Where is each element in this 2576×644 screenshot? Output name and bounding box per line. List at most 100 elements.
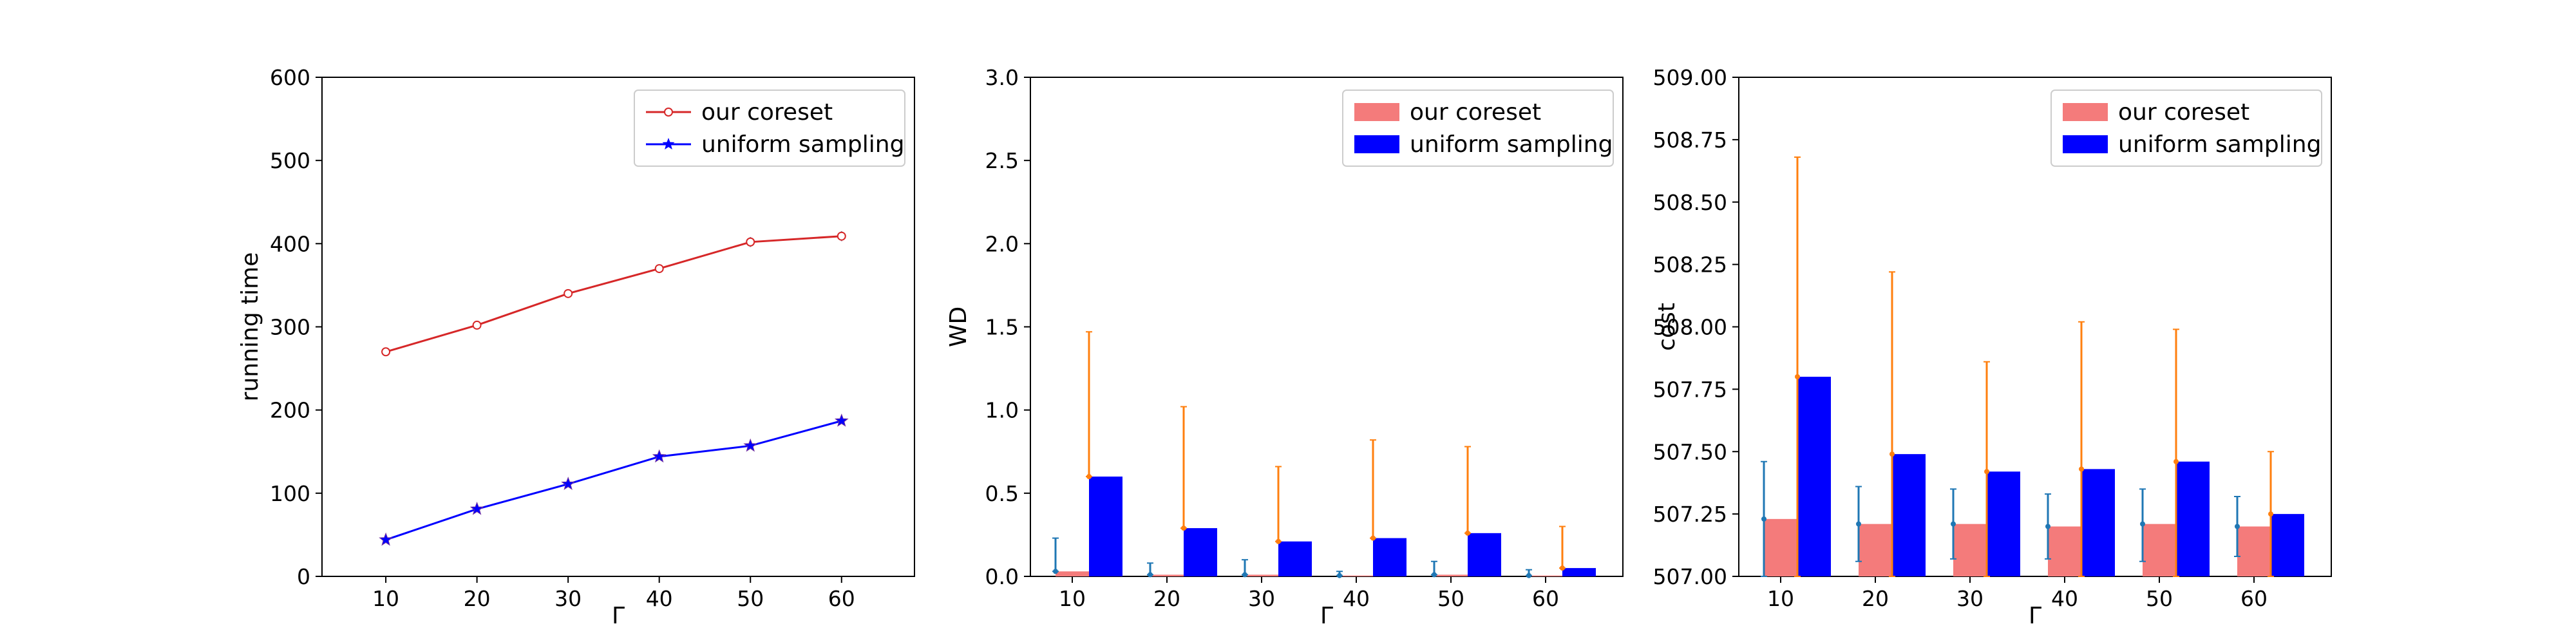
uniform-bar	[1373, 538, 1406, 576]
x-tick-label: 40	[2051, 586, 2078, 611]
mean-point	[2140, 521, 2145, 527]
mean-point	[1086, 474, 1092, 479]
uniform-bar	[1468, 533, 1501, 576]
coreset-point	[564, 289, 573, 298]
uniform-bar	[1562, 568, 1596, 576]
coreset-bar	[1953, 524, 1987, 576]
y-tick-label: 507.50	[1653, 439, 1727, 464]
x-axis-title: Γ	[612, 603, 625, 629]
legend-swatch-coreset	[2063, 103, 2108, 121]
y-tick-label: 508.75	[1653, 128, 1727, 153]
y-tick-label: 508.00	[1653, 315, 1727, 340]
legend: our coreset uniform sampling	[1342, 90, 1614, 167]
x-tick-label: 20	[1153, 586, 1180, 611]
coreset-bar	[1056, 571, 1089, 576]
mean-point	[2268, 511, 2273, 517]
mean-point	[1465, 530, 1470, 536]
x-tick-label: 60	[828, 586, 855, 611]
mean-point	[1276, 538, 1281, 544]
legend-marker-coreset	[664, 108, 673, 117]
x-tick-label: 50	[737, 586, 764, 611]
y-tick-label: 0.0	[985, 564, 1019, 589]
x-tick-label: 20	[1862, 586, 1889, 611]
uniform-point	[561, 477, 576, 490]
x-tick-label: 60	[2240, 586, 2268, 611]
mean-point	[1951, 521, 1956, 527]
y-tick-label: 508.50	[1653, 190, 1727, 215]
y-tick-label: 0.5	[985, 481, 1019, 506]
mean-point	[1984, 469, 1989, 475]
uniform-bar	[2176, 461, 2210, 576]
y-axis-title: WD	[945, 307, 972, 347]
mean-point	[1432, 572, 1437, 578]
y-tick-label: 507.25	[1653, 502, 1727, 527]
legend-frame	[2050, 90, 2322, 167]
coreset-point	[837, 231, 846, 241]
mean-point	[1370, 535, 1376, 541]
uniform-bar	[1278, 541, 1312, 576]
x-axis-title: Γ	[1320, 603, 1333, 629]
coreset-point	[381, 347, 391, 357]
uniform-bar	[1892, 454, 1926, 576]
x-tick-label: 30	[1248, 586, 1275, 611]
mean-point	[1889, 451, 1895, 457]
legend-marker-uniform	[662, 138, 675, 150]
legend: our coreset uniform sampling	[2050, 90, 2322, 167]
y-tick-label: 509.00	[1653, 65, 1727, 90]
y-axis-title: running time	[237, 252, 263, 402]
coreset-bar	[1150, 574, 1184, 576]
y-tick-label: 600	[270, 65, 310, 90]
coreset-point	[746, 237, 755, 247]
y-tick-label: 508.25	[1653, 252, 1727, 278]
x-tick-label: 50	[1437, 586, 1464, 611]
y-tick-label: 1.0	[985, 398, 1019, 423]
mean-point	[1856, 521, 1861, 527]
mean-point	[1337, 573, 1342, 578]
legend-label-coreset: our coreset	[701, 99, 833, 126]
y-axis-title: cost	[1654, 303, 1680, 351]
legend-label-uniform: uniform sampling	[1410, 131, 1613, 158]
y-tick-label: 1.5	[985, 315, 1019, 340]
coreset-line	[385, 235, 842, 353]
mean-point	[1181, 526, 1186, 531]
mean-point	[2174, 459, 2179, 464]
uniform-line	[385, 420, 842, 541]
x-tick-label: 60	[1532, 586, 1559, 611]
coreset-bar	[2048, 526, 2081, 576]
mean-point	[1795, 374, 1800, 379]
uniform-point	[834, 413, 849, 427]
y-tick-label: 3.0	[985, 65, 1019, 90]
coreset-bar	[1859, 524, 1892, 576]
x-tick-label: 30	[1956, 586, 1984, 611]
legend-label-uniform: uniform sampling	[701, 131, 904, 158]
wd-chart: 0.0 0.5 1.0 1.5 2.0 2.5 3.0 10 20 30 40 50 60 our cor…	[945, 65, 1624, 629]
x-axis-title: Γ	[2029, 603, 2041, 629]
y-tick-label: 300	[270, 315, 310, 340]
x-tick-label: 30	[554, 586, 582, 611]
mean-point	[2079, 466, 2084, 472]
coreset-bar	[2237, 526, 2271, 576]
x-tick-label: 10	[1767, 586, 1794, 611]
legend-swatch-coreset	[1354, 103, 1399, 121]
uniform-point	[743, 438, 758, 452]
uniform-bar	[1184, 528, 1217, 576]
x-tick-label: 20	[464, 586, 491, 611]
y-tick-label: 100	[270, 481, 310, 506]
running-time-chart: 0 100 200 300 400 500 600 10 20 30 40 50 60 our cores…	[237, 65, 915, 629]
mean-point	[1148, 572, 1153, 578]
y-tick-label: 400	[270, 231, 310, 256]
y-tick-label: 500	[270, 148, 310, 173]
y-tick-label: 0	[297, 564, 310, 589]
uniform-bar	[1987, 471, 2020, 576]
legend-label-uniform: uniform sampling	[2118, 131, 2321, 158]
coreset-bar	[2143, 524, 2176, 576]
x-tick-label: 10	[372, 586, 399, 611]
x-tick-label: 10	[1059, 586, 1086, 611]
mean-point	[1526, 573, 1531, 578]
legend: our coreset uniform sampling	[634, 90, 905, 167]
uniform-bar	[2081, 469, 2115, 576]
legend-label-coreset: our coreset	[1410, 99, 1541, 126]
legend-label-coreset: our coreset	[2118, 99, 2249, 126]
uniform-bar	[1089, 477, 1122, 576]
